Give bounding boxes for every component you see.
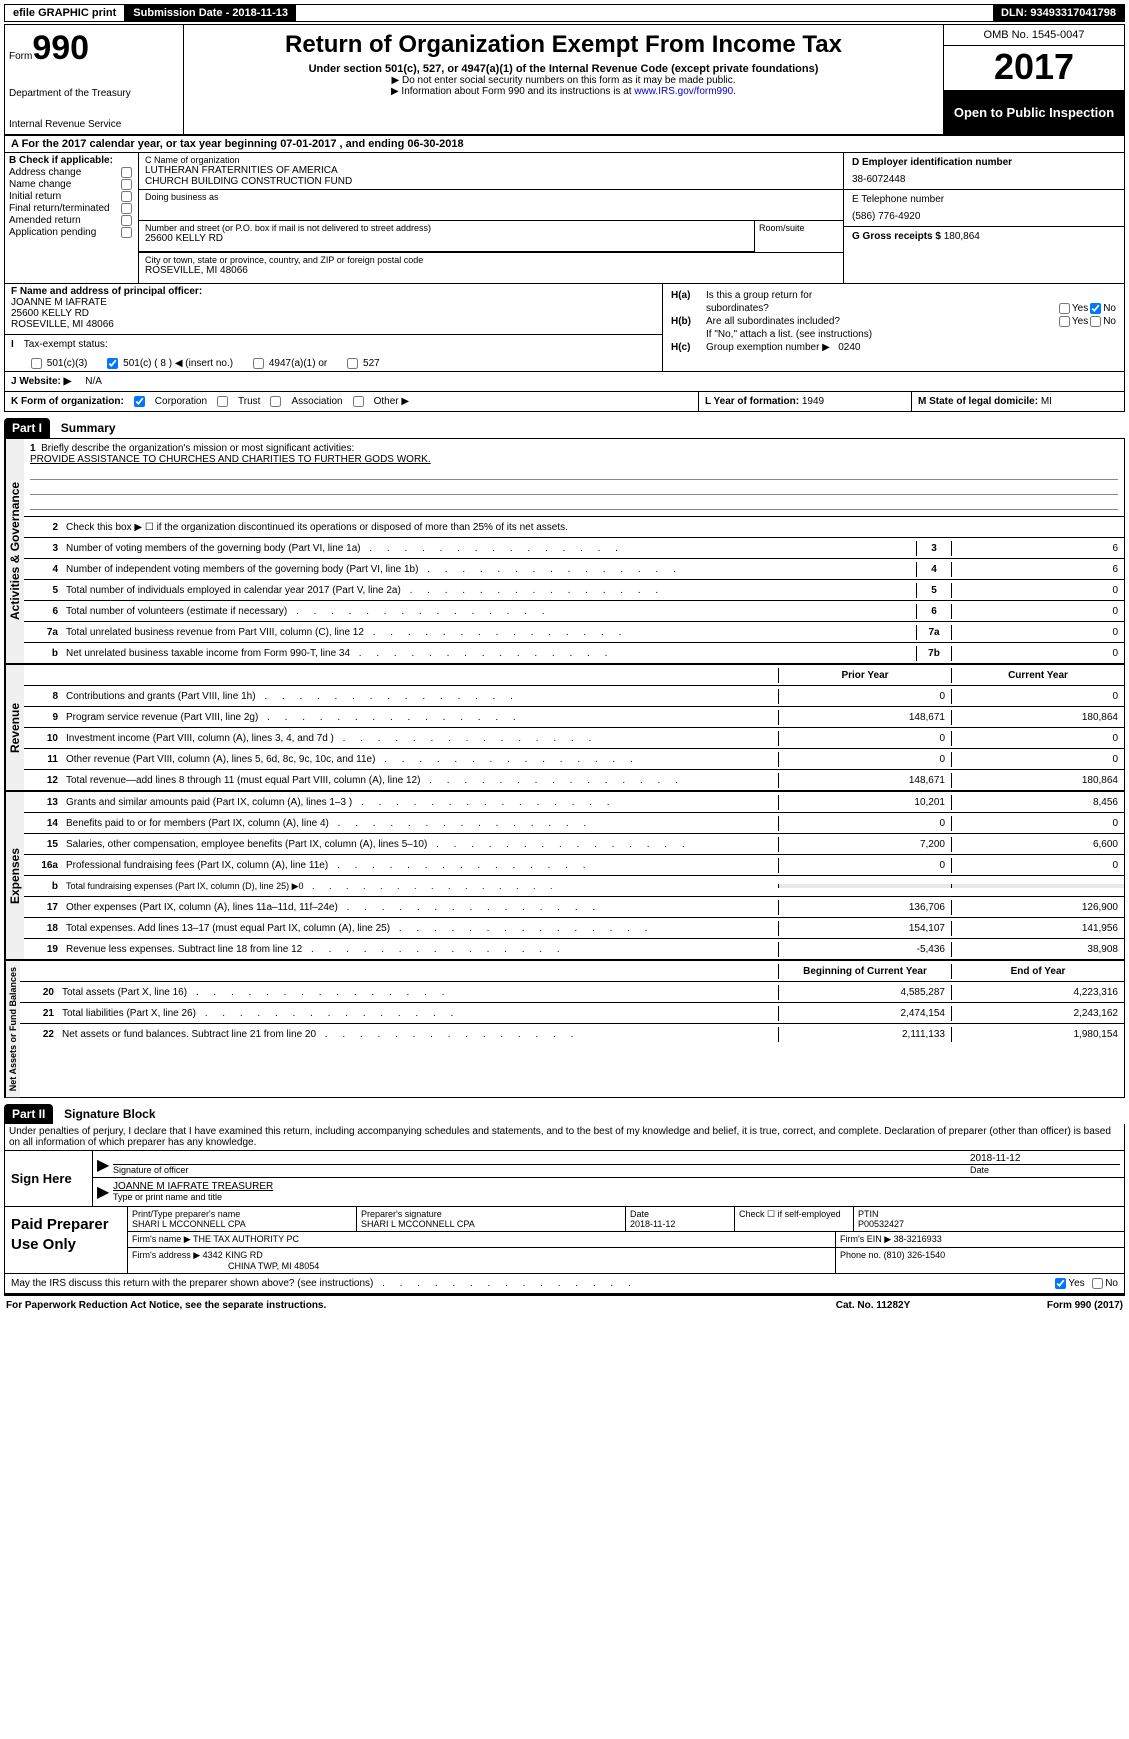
website: N/A <box>85 376 102 387</box>
telephone: (586) 776-4920 <box>852 211 1116 222</box>
vlabel-netassets: Net Assets or Fund Balances <box>5 961 20 1097</box>
part2-title: Signature Block <box>56 1104 163 1124</box>
dept-treasury: Department of the Treasury <box>9 88 179 99</box>
hb-no[interactable] <box>1090 316 1101 327</box>
form-number: 990 <box>32 29 89 67</box>
firm-ein: 38-3216933 <box>894 1234 942 1244</box>
header-right: OMB No. 1545-0047 2017 Open to Public In… <box>943 25 1124 134</box>
arrow-icon: ▶ <box>97 1182 113 1202</box>
row-a-tax-year: A For the 2017 calendar year, or tax yea… <box>4 136 1125 153</box>
state-domicile: MI <box>1041 396 1052 407</box>
part2-container: Under penalties of perjury, I declare th… <box>4 1124 1125 1294</box>
chk-4947[interactable] <box>253 358 264 369</box>
ein: 38-6072448 <box>852 174 1116 185</box>
info-note: ▶ Information about Form 990 and its ins… <box>194 86 933 97</box>
paid-preparer-label: Paid Preparer Use Only <box>5 1207 128 1273</box>
gross-receipts: 180,864 <box>944 231 980 242</box>
row-k-form-org: K Form of organization: Corporation Trus… <box>5 391 1124 411</box>
discuss-yes[interactable] <box>1055 1278 1066 1289</box>
part1-container: Activities & Governance 1 Briefly descri… <box>4 438 1125 1098</box>
header-mid: Return of Organization Exempt From Incom… <box>184 25 943 134</box>
discuss-no[interactable] <box>1092 1278 1103 1289</box>
top-bar: efile GRAPHIC print Submission Date - 20… <box>4 4 1125 22</box>
submission-date: Submission Date - 2018-11-13 <box>125 5 296 21</box>
perjury-declaration: Under penalties of perjury, I declare th… <box>5 1124 1124 1150</box>
chk-name-change[interactable] <box>121 179 132 190</box>
chk-assoc[interactable] <box>270 396 281 407</box>
group-exemption: 0240 <box>838 342 860 353</box>
col-c-org-info: C Name of organization LUTHERAN FRATERNI… <box>139 153 843 283</box>
col-b-checkboxes: B Check if applicable: Address changeNam… <box>5 153 139 283</box>
city-state-zip: ROSEVILLE, MI 48066 <box>145 265 837 276</box>
preparer-sig: SHARI L MCCONNELL CPA <box>361 1219 621 1229</box>
omb-number: OMB No. 1545-0047 <box>944 25 1124 46</box>
row-j-website: J Website: ▶ N/A <box>5 371 1124 391</box>
efile-print-button[interactable]: efile GRAPHIC print <box>5 5 125 21</box>
block-bcd: B Check if applicable: Address changeNam… <box>4 153 1125 412</box>
form-subtitle: Under section 501(c), 527, or 4947(a)(1)… <box>194 63 933 75</box>
firm-name: THE TAX AUTHORITY PC <box>193 1234 299 1244</box>
chk-527[interactable] <box>347 358 358 369</box>
hb-yes[interactable] <box>1059 316 1070 327</box>
col-d-ein-tel: D Employer identification number 38-6072… <box>843 153 1124 283</box>
form-label: Form <box>9 51 32 62</box>
col-h-group: H(a)Is this a group return for subordina… <box>662 284 1124 371</box>
open-to-public: Open to Public Inspection <box>944 91 1124 134</box>
ha-yes[interactable] <box>1059 303 1070 314</box>
sign-here-label: Sign Here <box>5 1151 93 1206</box>
part2-header: Part II <box>4 1104 53 1124</box>
vlabel-revenue: Revenue <box>5 665 24 790</box>
ssn-note: ▶ Do not enter social security numbers o… <box>194 75 933 86</box>
irs-link[interactable]: www.IRS.gov/form990 <box>634 86 733 97</box>
arrow-icon: ▶ <box>97 1155 113 1175</box>
form-title: Return of Organization Exempt From Incom… <box>194 31 933 59</box>
header-left: Form990 Department of the Treasury Inter… <box>5 25 184 134</box>
part1-header: Part I <box>4 418 50 438</box>
chk-501c3[interactable] <box>31 358 42 369</box>
cat-no: Cat. No. 11282Y <box>783 1300 963 1311</box>
chk-corp[interactable] <box>134 396 145 407</box>
chk-amended-return[interactable] <box>121 215 132 226</box>
ptin: P00532427 <box>858 1219 1120 1229</box>
ha-no[interactable] <box>1090 303 1101 314</box>
officer-typed: JOANNE M IAFRATE TREASURER <box>113 1181 1120 1192</box>
preparer-name: SHARI L MCCONNELL CPA <box>132 1219 352 1229</box>
chk-501c[interactable] <box>107 358 118 369</box>
org-name-1: LUTHERAN FRATERNITIES OF AMERICA <box>145 165 837 176</box>
tax-year: 2017 <box>944 46 1124 91</box>
part1-title: Summary <box>53 418 124 438</box>
chk-trust[interactable] <box>217 396 228 407</box>
form-header: Form990 Department of the Treasury Inter… <box>4 24 1125 136</box>
form-footer: Form 990 (2017) <box>963 1300 1123 1311</box>
vlabel-expenses: Expenses <box>5 792 24 959</box>
year-formation: 1949 <box>802 396 824 407</box>
col-f-officer: F Name and address of principal officer:… <box>5 284 662 371</box>
chk-application-pending[interactable] <box>121 227 132 238</box>
chk-initial-return[interactable] <box>121 191 132 202</box>
room-suite: Room/suite <box>754 221 843 252</box>
mission: PROVIDE ASSISTANCE TO CHURCHES AND CHARI… <box>30 454 1118 465</box>
dln: DLN: 93493317041798 <box>993 5 1124 21</box>
vlabel-activities: Activities & Governance <box>5 439 24 663</box>
firm-phone: (810) 326-1540 <box>884 1250 946 1260</box>
paperwork-notice: For Paperwork Reduction Act Notice, see … <box>6 1300 783 1311</box>
irs: Internal Revenue Service <box>9 119 179 130</box>
org-name-2: CHURCH BUILDING CONSTRUCTION FUND <box>145 176 837 187</box>
street-address: 25600 KELLY RD <box>145 233 748 244</box>
officer-name: JOANNE M IAFRATE <box>11 297 656 308</box>
chk-address-change[interactable] <box>121 167 132 178</box>
chk-final-return-terminated[interactable] <box>121 203 132 214</box>
chk-other[interactable] <box>353 396 364 407</box>
